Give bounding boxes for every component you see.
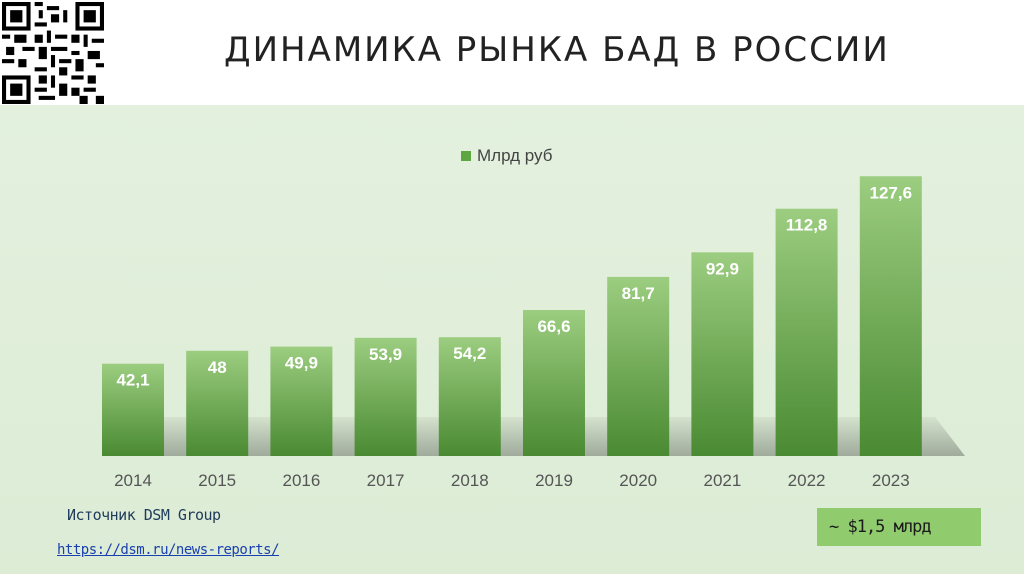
chart-legend: Млрд руб [461, 146, 553, 165]
bar-2022 [775, 208, 838, 456]
x-tick-2015: 2015 [198, 471, 236, 490]
data-label-2021: 92,9 [706, 259, 739, 278]
bar-2015 [186, 350, 249, 456]
x-tick-2019: 2019 [535, 471, 573, 490]
page-title: ДИНАМИКА РЫНКА БАД В РОССИИ [224, 30, 890, 70]
data-label-2020: 81,7 [622, 284, 655, 303]
data-label-2014: 42,1 [116, 371, 149, 390]
x-tick-2021: 2021 [703, 471, 741, 490]
data-label-2019: 66,6 [537, 317, 570, 336]
x-tick-2014: 2014 [114, 471, 152, 490]
source-label: Источник DSM Group [67, 506, 221, 524]
x-tick-2016: 2016 [282, 471, 320, 490]
x-tick-2017: 2017 [367, 471, 405, 490]
bar-chart: Млрд руб 42,1 48 49,9 53,9 54,2 66,6 81,7 92,9 1… [102, 146, 965, 490]
x-tick-2022: 2022 [788, 471, 826, 490]
bar-2021 [691, 252, 754, 456]
bar-2019 [523, 309, 585, 456]
bar-2023 [859, 176, 922, 456]
bar-2017 [354, 337, 417, 456]
bar-2014 [102, 363, 164, 456]
chart-panel: Млрд руб 42,1 48 49,9 53,9 54,2 66,6 81,7 92,9 1… [0, 105, 1024, 574]
x-tick-2018: 2018 [451, 471, 489, 490]
data-label-2022: 112,8 [786, 216, 828, 235]
bar-2020 [607, 276, 670, 456]
x-tick-2020: 2020 [619, 471, 657, 490]
data-label-2018: 54,2 [453, 344, 486, 363]
qr-code-icon [2, 2, 104, 104]
legend-swatch [461, 151, 471, 161]
data-label-2015: 48 [208, 358, 227, 377]
x-tick-2023: 2023 [872, 471, 910, 490]
legend-label: Млрд руб [477, 146, 553, 165]
data-label-2016: 49,9 [285, 354, 318, 373]
bar-2018 [438, 337, 501, 456]
source-link[interactable]: https://dsm.ru/news-reports/ [57, 542, 280, 558]
usd-equivalent-badge: ~ $1,5 млрд [817, 508, 981, 546]
bar-2016 [270, 346, 333, 456]
data-label-2023: 127,6 [870, 183, 913, 202]
data-label-2017: 53,9 [369, 345, 402, 364]
